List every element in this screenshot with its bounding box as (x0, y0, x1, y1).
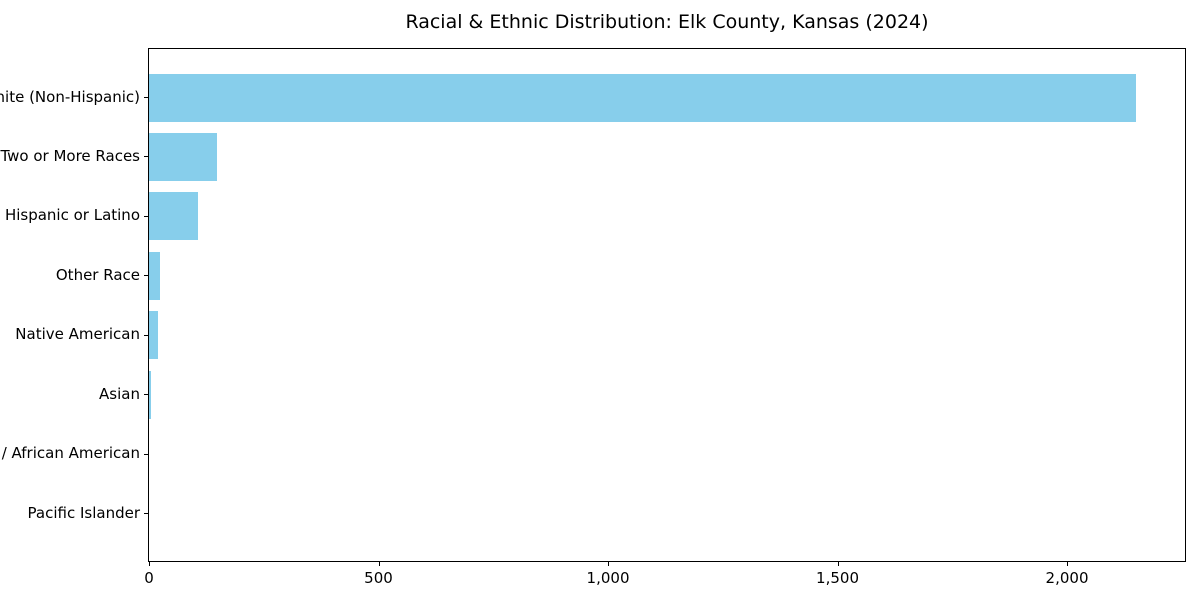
y-tick-mark (144, 97, 148, 98)
plot-area (144, 48, 1186, 562)
y-tick-mark (144, 453, 148, 455)
y-tick-mark (144, 394, 148, 396)
y-tick-label: Asian (99, 384, 140, 403)
bar-other-race (149, 251, 161, 300)
x-tick-mark (608, 562, 610, 566)
x-tick-label: 1,000 (586, 569, 630, 587)
x-tick-mark (837, 562, 839, 566)
bar-white-non-hispanic (149, 73, 1136, 122)
x-tick-label: 1,500 (816, 569, 859, 587)
x-tick-label: 0 (144, 569, 154, 587)
y-tick-label: Hispanic or Latino (4, 206, 140, 225)
x-tick-mark (378, 562, 380, 566)
bar-asian (149, 370, 151, 419)
y-tick-label: Two or More Races (0, 146, 140, 165)
y-tick-mark (144, 215, 148, 217)
y-tick-mark (144, 156, 148, 158)
y-tick-label: Black / African American (0, 444, 140, 463)
y-tick-mark (144, 513, 148, 515)
x-axis: 0 500 1,000 1,500 2,000 (144, 561, 1186, 600)
bar-two-or-more-races (149, 132, 217, 181)
y-tick-mark (144, 275, 148, 277)
chart-title: Racial & Ethnic Distribution: Elk County… (405, 11, 929, 33)
y-tick-label: Other Race (55, 265, 140, 284)
bar-hispanic-or-latino (149, 192, 199, 241)
x-tick-label: 500 (364, 569, 393, 587)
y-tick-label: White (Non-Hispanic) (0, 87, 140, 106)
bar-native-american (149, 311, 158, 360)
x-tick-mark (1067, 562, 1069, 566)
x-tick-label: 2,000 (1045, 569, 1089, 587)
y-tick-label: Native American (15, 325, 140, 344)
x-tick-mark (149, 562, 150, 566)
y-tick-mark (144, 334, 148, 336)
y-tick-label: Pacific Islander (27, 503, 140, 522)
y-axis-labels: White (Non-Hispanic) Two or More Races His… (0, 48, 140, 562)
